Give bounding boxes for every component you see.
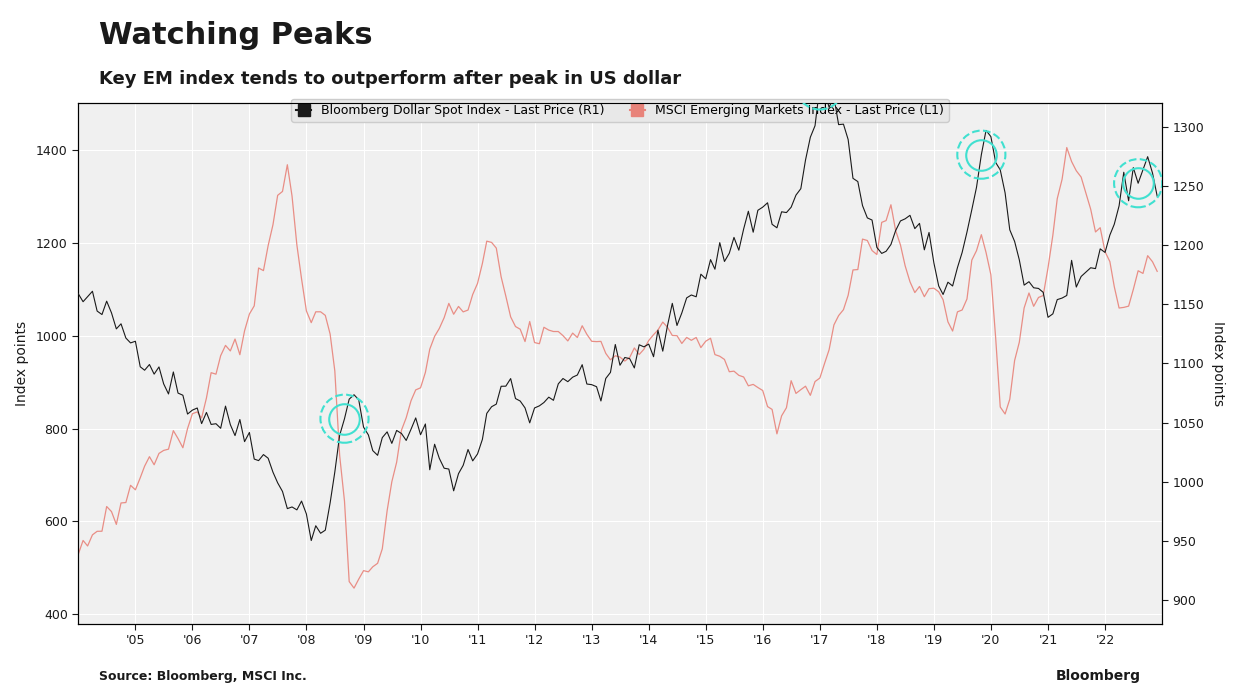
Legend: Bloomberg Dollar Spot Index - Last Price (R1), MSCI Emerging Markets Index - Las: Bloomberg Dollar Spot Index - Last Price… bbox=[291, 99, 949, 122]
Text: Source: Bloomberg, MSCI Inc.: Source: Bloomberg, MSCI Inc. bbox=[99, 670, 308, 683]
Y-axis label: Index points: Index points bbox=[15, 321, 29, 406]
Point bbox=[335, 413, 355, 424]
Text: Key EM index tends to outperform after peak in US dollar: Key EM index tends to outperform after p… bbox=[99, 70, 681, 88]
Point bbox=[810, 80, 830, 91]
Point bbox=[1128, 178, 1148, 189]
Y-axis label: Index points: Index points bbox=[1211, 321, 1225, 406]
Text: Bloomberg: Bloomberg bbox=[1055, 669, 1141, 683]
Text: Watching Peaks: Watching Peaks bbox=[99, 21, 373, 50]
Point bbox=[971, 149, 991, 160]
